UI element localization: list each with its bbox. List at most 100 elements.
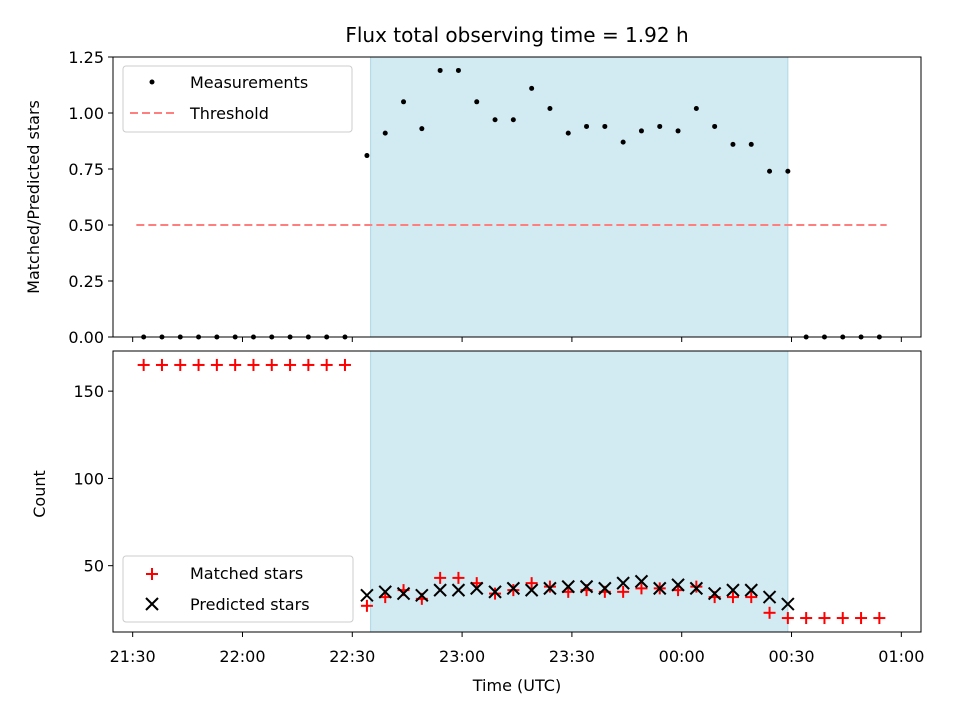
matched-star-point <box>302 358 315 371</box>
measurement-point <box>638 128 644 134</box>
bottom-panel: 50 100 150 21:30 22:00 22:30 23:00 23:30 00:00 0… <box>30 350 924 695</box>
matched-star-point <box>229 358 242 371</box>
xtick-label: 00:30 <box>768 647 814 666</box>
predicted-star-point <box>598 581 612 596</box>
matched-star-point <box>338 358 351 371</box>
xtick-label: 23:00 <box>439 647 485 666</box>
predicted-star-point <box>671 578 685 592</box>
matched-star-point <box>247 358 260 371</box>
measurement-point <box>565 130 571 136</box>
bottom-ytick-label: 50 <box>84 557 104 576</box>
measurement-point <box>529 85 535 91</box>
top-ytick-label: 0.50 <box>68 216 104 235</box>
top-legend: Measurements Threshold <box>122 65 353 133</box>
bottom-y-axis-label: Count <box>30 470 49 518</box>
top-shaded-interval <box>370 56 789 338</box>
measurement-point <box>657 123 663 129</box>
measurement-point <box>767 168 773 174</box>
bottom-x-ticks: 21:30 22:00 22:30 23:00 23:30 00:00 00:30 01:00 <box>110 632 924 666</box>
predicted-star-point <box>653 581 667 596</box>
bottom-legend-box <box>122 555 354 623</box>
predicted-star-point <box>433 583 447 597</box>
legend-predicted-marker <box>145 597 159 611</box>
matched-star-point <box>452 571 465 584</box>
matched-star-point <box>525 577 538 590</box>
legend-matched-label: Matched stars <box>190 564 303 583</box>
top-legend-box <box>122 65 353 133</box>
predicted-star-point <box>634 574 649 589</box>
measurement-point <box>364 153 370 159</box>
xtick-label: 01:00 <box>878 647 924 666</box>
measurement-point <box>547 106 553 112</box>
top-ytick-label: 1.00 <box>68 104 104 123</box>
measurement-point <box>693 106 699 112</box>
matched-star-point <box>360 599 373 612</box>
legend-matched-marker <box>146 568 158 580</box>
matched-star-point <box>434 571 447 584</box>
xtick-label: 21:30 <box>110 647 156 666</box>
predicted-star-point <box>579 579 594 594</box>
predicted-star-point <box>488 585 502 599</box>
bottom-shaded-interval <box>370 350 789 633</box>
matched-star-point <box>543 580 556 593</box>
matched-star-point <box>800 612 813 625</box>
matched-star-point <box>726 591 739 604</box>
bottom-series-layer <box>137 358 886 625</box>
measurement-point <box>492 117 498 123</box>
top-panel: 0.00 0.25 0.50 0.75 1.00 1.25 Matched/Predict… <box>24 48 922 347</box>
xtick-label: 22:30 <box>329 647 375 666</box>
legend-measurements-marker <box>149 79 155 85</box>
predicted-star-point <box>451 583 466 597</box>
matched-star-point <box>192 358 205 371</box>
measurement-point <box>748 141 754 147</box>
predicted-star-point <box>707 586 722 601</box>
measurement-point <box>437 67 443 73</box>
measurement-point <box>419 126 425 132</box>
predicted-star-point <box>360 588 374 603</box>
top-y-axis-label: Matched/Predicted stars <box>24 100 43 294</box>
top-x-ticks <box>132 337 902 342</box>
xtick-label: 22:00 <box>219 647 265 666</box>
predicted-star-point <box>726 583 740 597</box>
bottom-legend: Matched stars Predicted stars <box>122 555 354 623</box>
bottom-axes-frame <box>112 350 922 633</box>
matched-star-point <box>174 358 187 371</box>
predicted-star-point <box>762 590 777 604</box>
bottom-ytick-label: 100 <box>73 469 104 488</box>
predicted-star-point <box>415 588 429 603</box>
legend-predicted-label: Predicted stars <box>190 595 310 614</box>
legend-measurements-label: Measurements <box>190 73 308 92</box>
measurement-point <box>401 99 407 105</box>
measurement-point <box>785 168 791 174</box>
top-ytick-label: 1.25 <box>68 48 104 67</box>
xtick-label: 23:30 <box>549 647 595 666</box>
matched-star-point <box>635 582 648 595</box>
matched-star-point <box>284 358 297 371</box>
measurement-point <box>712 123 718 129</box>
predicted-star-point <box>616 576 630 590</box>
chart-title: Flux total observing time = 1.92 h <box>345 23 688 47</box>
predicted-star-point <box>744 583 758 597</box>
matched-star-point <box>320 358 333 371</box>
predicted-star-point <box>506 581 521 596</box>
predicted-star-point <box>781 597 795 611</box>
bottom-shade-rect <box>370 350 789 633</box>
predicted-star-point <box>378 585 392 599</box>
matched-star-point <box>818 612 831 625</box>
measurement-point <box>602 123 608 129</box>
measurement-point <box>474 99 480 105</box>
measurement-point <box>382 130 388 136</box>
bottom-ytick-label: 150 <box>73 382 104 401</box>
matched-star-point <box>690 580 703 593</box>
measurement-point <box>584 123 590 129</box>
top-ytick-label: 0.75 <box>68 160 104 179</box>
matched-star-point <box>781 612 794 625</box>
predicted-star-point <box>470 581 484 596</box>
top-shade-rect <box>370 56 789 338</box>
x-axis-label: Time (UTC) <box>472 676 561 695</box>
top-y-ticks: 0.00 0.25 0.50 0.75 1.00 1.25 <box>68 48 113 347</box>
predicted-star-point <box>543 581 557 596</box>
top-ytick-label: 0.00 <box>68 328 104 347</box>
matched-star-point <box>763 606 776 619</box>
